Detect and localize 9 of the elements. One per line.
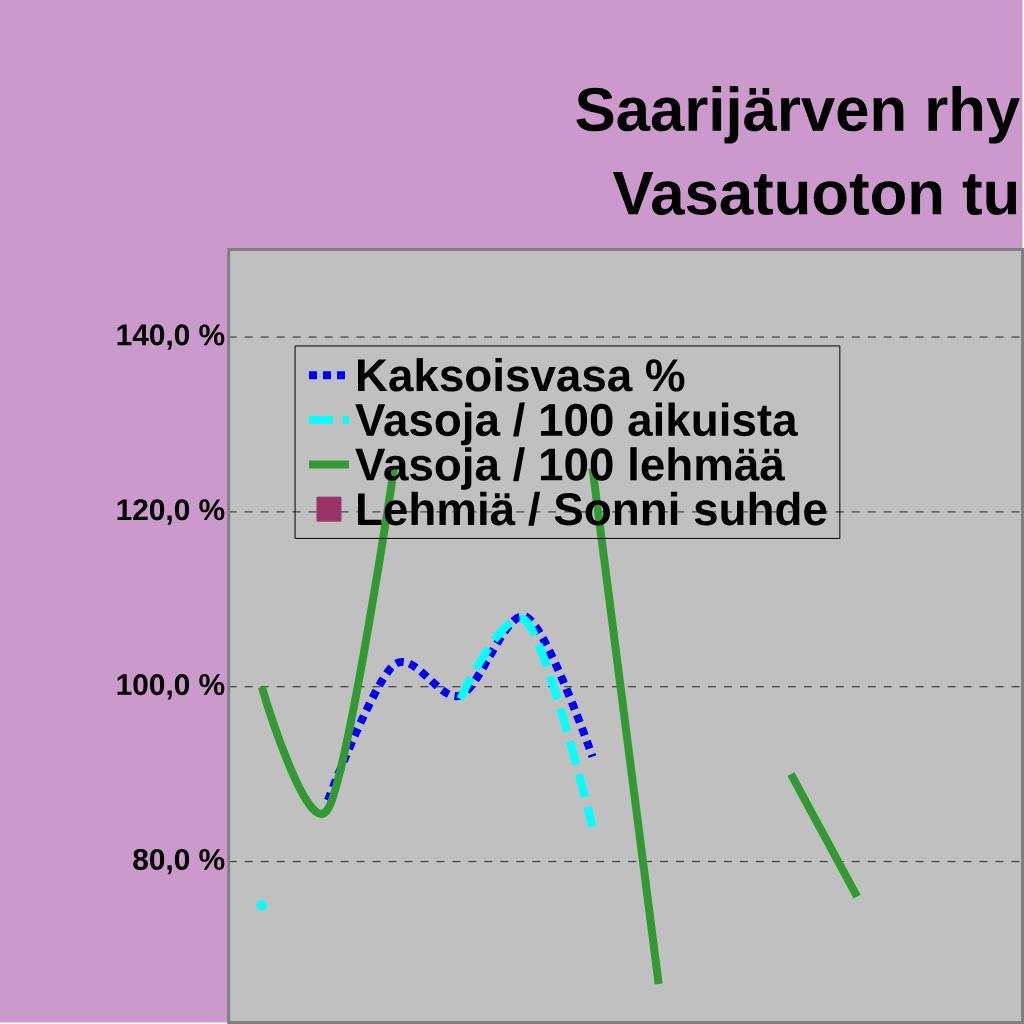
legend-label: Kaksoisvasa % [358, 357, 685, 392]
legend-label: Vasoja / 100 lehmää [355, 447, 785, 490]
y-tick-label: 80,0 % [133, 848, 225, 875]
chart-title: Saarijärven rhy [576, 86, 1020, 144]
y-tick-label: 120,0 % [117, 499, 225, 525]
y-tick-label: 100,0 % [117, 674, 225, 700]
chart-subtitle: Vasatuoton tu [612, 171, 1017, 215]
legend-label: Vasoja / 100 aikuista [355, 402, 798, 446]
y-tick-label: 140,0 % [117, 324, 225, 350]
